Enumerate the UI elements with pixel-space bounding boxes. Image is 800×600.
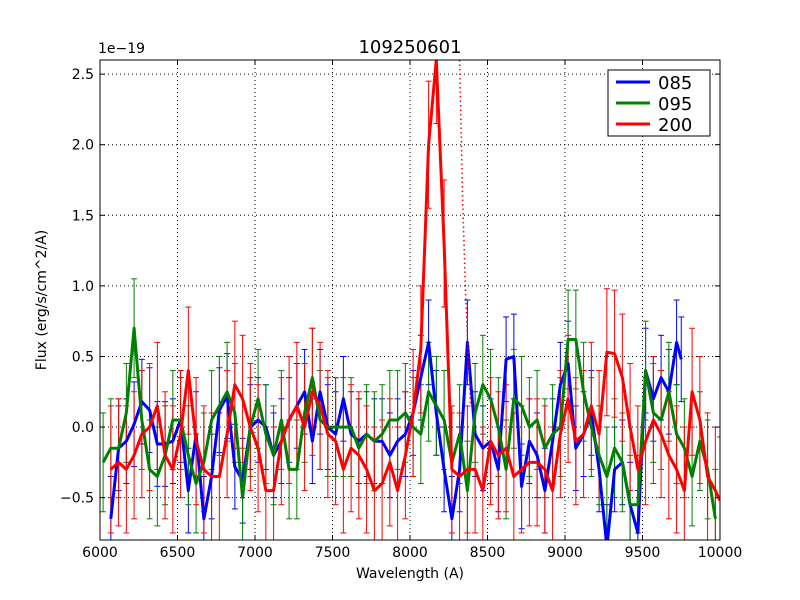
x-tick-label: 6000 [82,545,118,561]
x-tick-label: 7000 [237,545,273,561]
y-tick-label: −0.5 [60,491,94,507]
y-axis-label: Flux (erg/s/cm^2/A) [34,230,50,370]
x-axis-label: Wavelength (A) [356,566,464,582]
series-line-200 [109,60,720,502]
y-tick-label: 2.0 [72,138,94,154]
legend-label-085: 085 [658,73,692,94]
y-tick-label: 2.5 [72,67,94,83]
x-tick-label: 9000 [547,545,583,561]
y-tick-label: 0.5 [72,349,94,365]
series-layer [100,60,720,540]
series-line-095 [101,326,717,520]
y-offset-label: 1e−19 [98,41,145,57]
y-tick-label: 1.0 [72,279,94,295]
x-tick-label: 8000 [392,545,428,561]
y-tick-label: 1.5 [72,208,94,224]
x-tick-label: 7500 [315,545,351,561]
legend-label-095: 095 [658,94,692,115]
x-tick-label: 10000 [698,545,743,561]
legend-label-200: 200 [658,115,692,136]
x-tick-label: 9500 [625,545,661,561]
dotted-line-0 [458,60,472,406]
plot-area: 6000 6500 7000 7500 8000 8500 9000 9500 10000 −0.… [60,59,743,561]
chart-title: 109250601 [358,37,461,58]
y-tick-label: 0.0 [72,420,94,436]
x-tick-label: 8500 [470,545,506,561]
x-tick-label: 6500 [160,545,196,561]
